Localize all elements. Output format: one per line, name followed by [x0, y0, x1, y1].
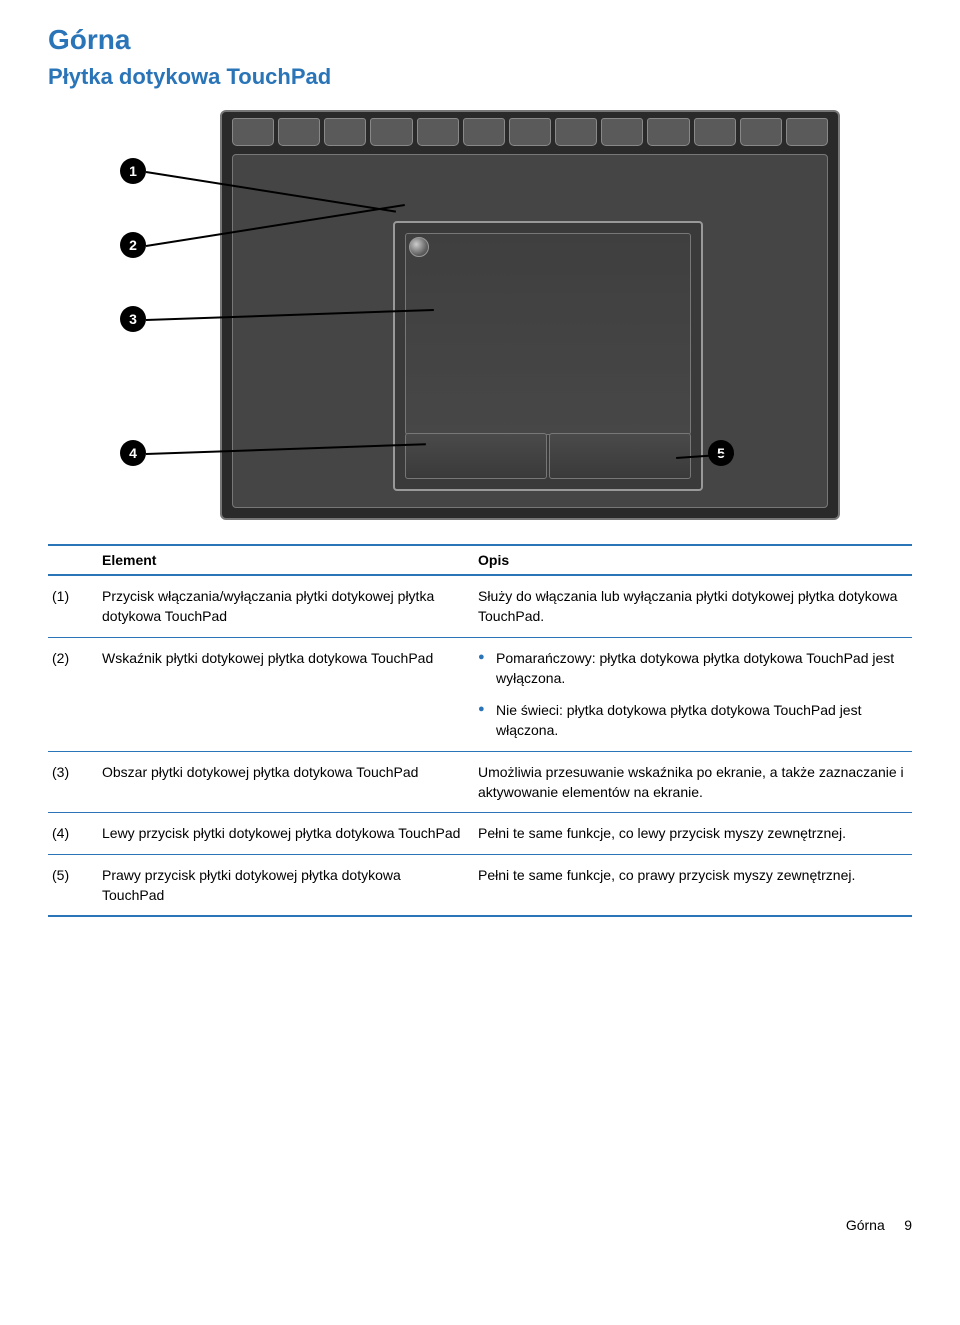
row-element: Obszar płytki dotykowej płytka dotykowa … — [102, 762, 478, 803]
touchpad-left-button — [405, 433, 547, 479]
callout-number: 3 — [120, 306, 146, 332]
table-row: (2)Wskaźnik płytki dotykowej płytka doty… — [48, 638, 912, 752]
keyboard-row — [232, 118, 828, 146]
bullet-list: Pomarańczowy: płytka dotykowa płytka dot… — [478, 648, 908, 741]
table-row: (1)Przycisk włączania/wyłączania płytki … — [48, 576, 912, 638]
touchpad-right-button — [549, 433, 691, 479]
table-row: (3)Obszar płytki dotykowej płytka dotyko… — [48, 752, 912, 814]
row-element: Wskaźnik płytki dotykowej płytka dotykow… — [102, 648, 478, 741]
touchpad-diagram: 12345 — [120, 110, 840, 520]
table-row: (4)Lewy przycisk płytki dotykowej płytka… — [48, 813, 912, 854]
row-number: (1) — [48, 586, 102, 627]
subsection-heading: Płytka dotykowa TouchPad — [48, 64, 912, 90]
row-description: Służy do włączania lub wyłączania płytki… — [478, 586, 912, 627]
section-heading: Górna — [48, 24, 912, 56]
row-number: (4) — [48, 823, 102, 843]
callout-number: 2 — [120, 232, 146, 258]
page-footer: Górna 9 — [48, 1217, 912, 1233]
callout-number: 4 — [120, 440, 146, 466]
touchpad-led — [409, 237, 429, 257]
table-header: Element Opis — [48, 544, 912, 576]
row-number: (5) — [48, 865, 102, 906]
footer-page: 9 — [904, 1217, 912, 1233]
callout-number: 1 — [120, 158, 146, 184]
table-row: (5)Prawy przycisk płytki dotykowej płytk… — [48, 855, 912, 918]
row-element: Prawy przycisk płytki dotykowej płytka d… — [102, 865, 478, 906]
footer-section: Górna — [846, 1217, 885, 1233]
row-number: (3) — [48, 762, 102, 803]
row-description: Pełni te same funkcje, co lewy przycisk … — [478, 823, 912, 843]
touchpad-frame — [393, 221, 703, 491]
row-element: Przycisk włączania/wyłączania płytki dot… — [102, 586, 478, 627]
row-description: Umożliwia przesuwanie wskaźnika po ekran… — [478, 762, 912, 803]
row-description: Pomarańczowy: płytka dotykowa płytka dot… — [478, 648, 912, 741]
row-element: Lewy przycisk płytki dotykowej płytka do… — [102, 823, 478, 843]
row-number: (2) — [48, 648, 102, 741]
bullet-item: Pomarańczowy: płytka dotykowa płytka dot… — [496, 648, 908, 689]
palmrest — [232, 154, 828, 508]
bullet-item: Nie świeci: płytka dotykowa płytka dotyk… — [496, 700, 908, 741]
touchpad-area — [405, 233, 691, 435]
row-description: Pełni te same funkcje, co prawy przycisk… — [478, 865, 912, 906]
header-desc: Opis — [478, 552, 912, 568]
header-element: Element — [102, 552, 478, 568]
